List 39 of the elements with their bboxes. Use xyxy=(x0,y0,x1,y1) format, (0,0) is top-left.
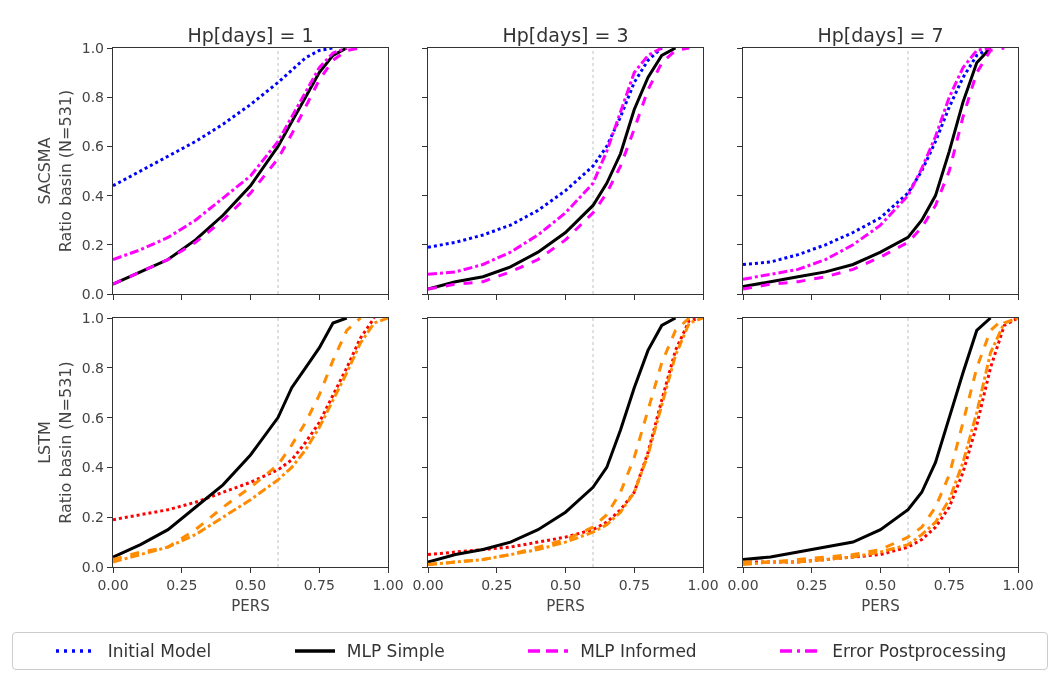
chart-title: Hp[days] = 3 xyxy=(502,24,629,46)
y-tick-label: 0.6 xyxy=(81,138,105,155)
x-tick-label: 1.00 xyxy=(687,577,719,593)
y-tick-label: 0.2 xyxy=(81,236,104,253)
x-tick-label: 0.50 xyxy=(864,577,897,593)
y-tick-label: 0.8 xyxy=(81,89,104,106)
x-tick-label: 0.00 xyxy=(727,577,759,593)
x-tick-label: 0.25 xyxy=(796,577,828,593)
y-tick-label: 1.0 xyxy=(81,309,104,326)
x-tick-label: 0.25 xyxy=(481,577,513,593)
x-tick-label: 1.00 xyxy=(372,577,404,593)
x-tick-label: 1.00 xyxy=(1002,577,1034,593)
x-tick-label: 0.75 xyxy=(618,577,650,593)
y-tick-label: 1.0 xyxy=(81,39,104,56)
chart-title: Hp[days] = 7 xyxy=(817,24,944,46)
x-tick-label: 0.50 xyxy=(549,577,582,593)
legend-label: Error Postprocessing xyxy=(832,641,1007,661)
x-tick-label: 0.75 xyxy=(303,577,335,593)
y-tick-label: 0.2 xyxy=(81,509,104,526)
x-tick-label: 0.50 xyxy=(234,577,267,593)
legend-label: Initial Model xyxy=(107,641,212,661)
y-tick-label: 0.8 xyxy=(81,359,104,376)
legend-label: MLP Informed xyxy=(580,641,697,661)
y-tick-label: 0.0 xyxy=(81,558,104,575)
y-tick-label: 0.6 xyxy=(81,409,105,426)
x-tick-label: 0.75 xyxy=(933,577,965,593)
y-axis-title: LSTM Ratio basin (N=531) xyxy=(34,361,75,524)
y-tick-label: 0.0 xyxy=(81,285,104,302)
y-tick-label: 0.4 xyxy=(81,187,105,204)
x-axis-title: PERS xyxy=(546,596,585,615)
y-axis-title: SACSMA Ratio basin (N=531) xyxy=(34,89,75,253)
x-tick-label: 0.00 xyxy=(97,577,129,593)
legend-label: MLP Simple xyxy=(346,641,445,661)
x-tick-label: 0.25 xyxy=(166,577,198,593)
y-tick-label: 0.4 xyxy=(81,459,105,476)
x-axis-title: PERS xyxy=(861,596,900,615)
x-axis-title: PERS xyxy=(231,596,270,615)
chart-title: Hp[days] = 1 xyxy=(187,24,314,46)
x-tick-label: 0.00 xyxy=(412,577,444,593)
